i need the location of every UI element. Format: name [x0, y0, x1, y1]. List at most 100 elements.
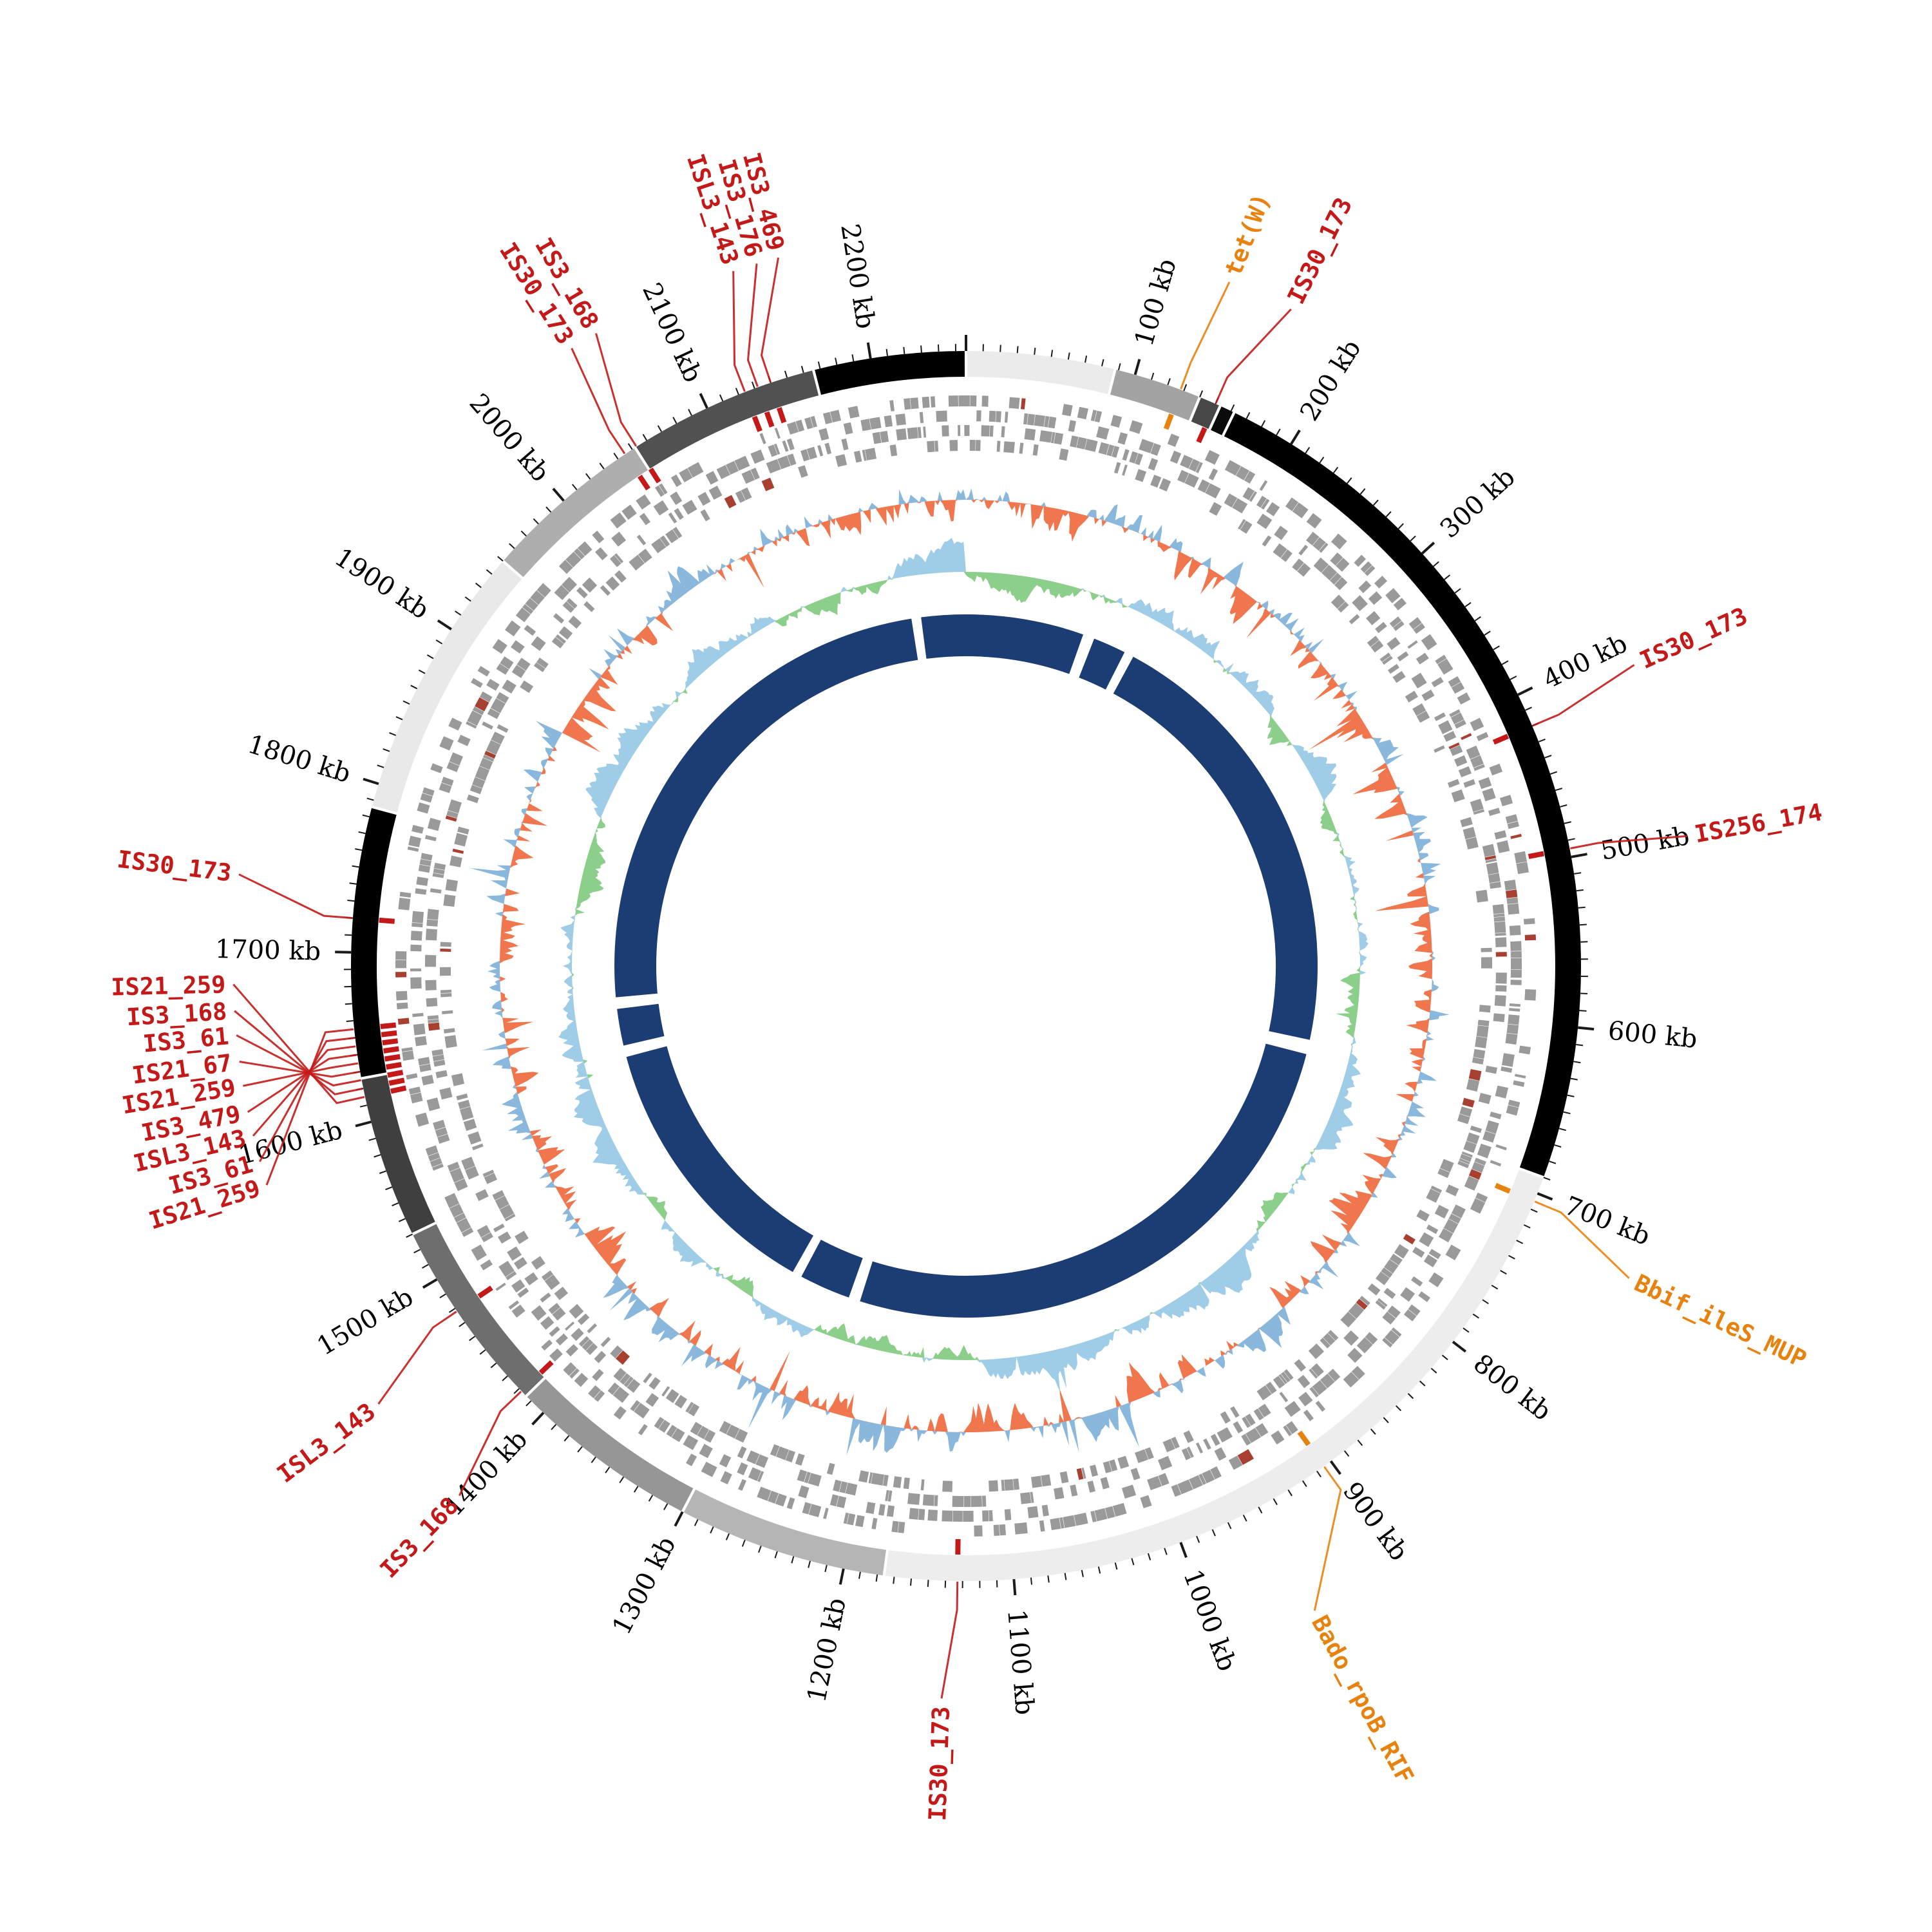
tick-label: 2000 kb [464, 388, 555, 488]
annotation-label: IS30_173 [1282, 193, 1358, 308]
tick-label: 1200 kb [802, 1595, 852, 1705]
contig-segment [527, 1379, 694, 1511]
contig-segment [1191, 397, 1219, 429]
annotation-marker [380, 1022, 397, 1029]
annotation-marker [387, 1070, 404, 1078]
annotation-labels: tet(W) IS30_173IS30_173IS256_174Bbif_ileS… [111, 149, 1824, 1821]
annotation-leaders [232, 257, 1688, 1699]
tick-label: 600 kb [1607, 1016, 1699, 1054]
annotation-leader-line [236, 1034, 361, 1087]
reverse-gene-track [425, 424, 1507, 1508]
annotation-leader-line [238, 873, 353, 919]
annotation-marker [388, 1077, 405, 1086]
annotation-marker [1297, 1430, 1311, 1446]
alignment-block [1079, 638, 1125, 690]
contig-segment [350, 808, 397, 1077]
annotation-leader-line [760, 257, 779, 383]
annotation-leader-line [940, 1581, 959, 1699]
annotation-marker [637, 475, 650, 491]
annotation-leader-line [1570, 835, 1688, 849]
tick-label: 1800 kb [244, 730, 354, 790]
annotation-marker [1492, 734, 1510, 745]
annotation-leader-line [1215, 308, 1292, 404]
alignment-block [614, 618, 918, 998]
major-ticks [335, 335, 1595, 1596]
alignment-block [626, 1046, 813, 1273]
alignment-ring [614, 614, 1318, 1318]
annotation-leader-line [377, 1311, 457, 1405]
annotation-leader-line [232, 983, 365, 1104]
alignment-block [860, 1043, 1307, 1318]
annotation-marker [381, 1030, 397, 1037]
alignment-block [617, 1003, 665, 1046]
annotation-label: Bbif_ileS_MUP [1630, 1269, 1810, 1373]
alignment-block [1113, 656, 1318, 1040]
annotation-label: IS256_174 [1692, 798, 1824, 848]
tick-label: 1900 kb [329, 542, 434, 625]
contig-segment [1110, 370, 1198, 421]
annotation-leader-line [239, 1061, 360, 1078]
contig-segment [636, 370, 819, 469]
annotation-marker [390, 1085, 407, 1094]
annotation-marker [379, 917, 395, 924]
contig-segment [1211, 406, 1233, 435]
annotation-label: ISL3_143 [272, 1397, 381, 1488]
annotation-marker [1494, 1182, 1511, 1194]
annotation-label: Bado_rpoB_RIF [1306, 1611, 1419, 1788]
tick-label: 2200 kb [835, 222, 880, 330]
tick-label: 2100 kb [636, 278, 708, 386]
annotation-label: IS3_168 [375, 1492, 464, 1583]
annotation-marker [383, 1046, 399, 1054]
tick-label: 200 kb [1294, 334, 1367, 426]
contig-segment [885, 1170, 1544, 1582]
annotation-marker [384, 1054, 401, 1062]
contig-segment [413, 1224, 544, 1396]
alignment-block [921, 614, 1083, 674]
tick-label: 100 kb [1129, 256, 1182, 350]
contig-ring [350, 351, 1581, 1582]
annotation-leader-line [746, 263, 759, 387]
annotation-leader-line [265, 1028, 354, 1186]
gc-skew-track-negative [572, 572, 1360, 1360]
annotation-marker [777, 407, 787, 424]
tick-label: 700 kb [1560, 1191, 1654, 1251]
contig-segment [815, 351, 965, 395]
annotation-leader-line [459, 1390, 522, 1497]
annotation-marker [764, 411, 775, 428]
annotation-marker [382, 1038, 399, 1046]
annotation-marker [477, 1285, 493, 1299]
contig-segment [683, 1489, 886, 1576]
contig-segment [361, 1075, 435, 1233]
contig-segment [504, 448, 648, 578]
tick-label: 900 kb [1337, 1477, 1414, 1566]
tick-label: 1000 kb [1177, 1566, 1242, 1675]
tick-label: 400 kb [1539, 629, 1632, 695]
gc-skew-track-positive [558, 537, 1368, 1393]
annotation-markers [379, 407, 1544, 1555]
annotation-leader-line [732, 270, 746, 392]
annotation-leader-line [1532, 664, 1635, 727]
annotation-marker [648, 468, 661, 484]
gc-skew-track [558, 537, 1368, 1393]
annotation-leader-line [595, 333, 638, 447]
annotation-leader-line [252, 1045, 356, 1137]
axis-ticks [335, 335, 1595, 1596]
annotation-marker [1528, 851, 1544, 859]
contig-segment [372, 562, 522, 813]
tick-label: 1500 kb [312, 1282, 419, 1361]
minor-ticks [343, 344, 1588, 1589]
annotation-leader-line [234, 1010, 363, 1095]
tick-label: 800 kb [1468, 1349, 1557, 1426]
tick-label: 1700 kb [214, 934, 321, 967]
reverse-gene-track-tiles [425, 424, 1507, 1508]
annotation-label: IS30_173 [1636, 602, 1752, 675]
alignment-block [801, 1240, 863, 1298]
annotation-label: IS30_173 [923, 1706, 955, 1822]
annotation-leader-line [1534, 1200, 1630, 1279]
annotation-marker [752, 415, 762, 432]
contig-segment [1224, 413, 1581, 1177]
annotation-leader-line [258, 1037, 355, 1162]
annotation-marker [1163, 413, 1174, 430]
